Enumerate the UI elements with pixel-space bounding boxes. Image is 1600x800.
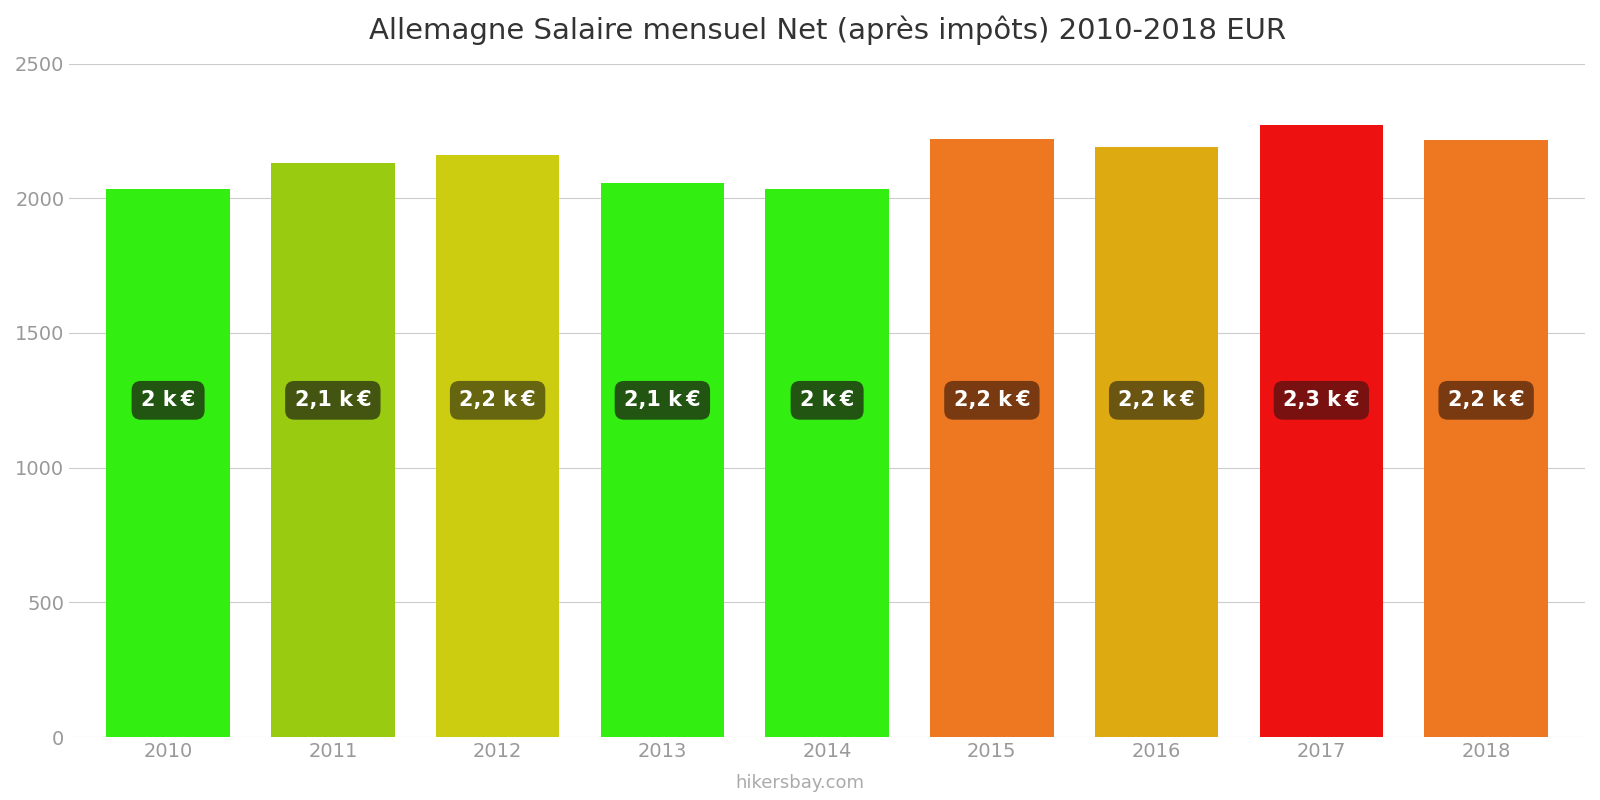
Bar — [930, 139, 1054, 737]
Text: 2,3 k €: 2,3 k € — [1283, 390, 1360, 410]
Bar — [106, 189, 230, 737]
Bar — [600, 183, 725, 737]
Text: 2,1 k €: 2,1 k € — [624, 390, 701, 410]
Text: 2,1 k €: 2,1 k € — [294, 390, 371, 410]
Bar — [1094, 147, 1219, 737]
Bar — [435, 155, 560, 737]
Bar — [270, 163, 395, 737]
Text: 2,2 k €: 2,2 k € — [459, 390, 536, 410]
Bar — [1259, 126, 1382, 737]
Text: 2 k €: 2 k € — [141, 390, 195, 410]
Text: 2,2 k €: 2,2 k € — [954, 390, 1030, 410]
Bar — [1424, 140, 1547, 737]
Text: 2 k €: 2 k € — [800, 390, 854, 410]
Text: hikersbay.com: hikersbay.com — [736, 774, 864, 792]
Title: Allemagne Salaire mensuel Net (après impôts) 2010-2018 EUR: Allemagne Salaire mensuel Net (après imp… — [368, 15, 1286, 45]
Text: 2,2 k €: 2,2 k € — [1448, 390, 1525, 410]
Bar — [765, 189, 890, 737]
Text: 2,2 k €: 2,2 k € — [1118, 390, 1195, 410]
